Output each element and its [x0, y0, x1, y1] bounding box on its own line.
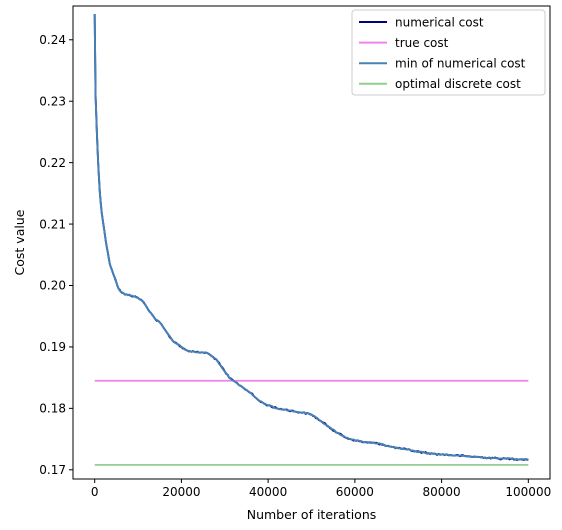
y-tick-label: 0.17	[39, 463, 66, 477]
x-tick-label: 80000	[422, 485, 460, 499]
legend: numerical cost true cost min of numerical …	[351, 9, 546, 96]
x-tick-label: 20000	[162, 485, 200, 499]
axes-layer: 0 20000 40000 60000 80000 100000 0.17 0.18 0.19 0…	[39, 5, 551, 499]
y-axis-label: Cost value	[12, 209, 27, 275]
y-tick-label: 0.22	[39, 156, 66, 170]
y-tick-label: 0.20	[39, 279, 66, 293]
y-tick-label: 0.21	[39, 217, 66, 231]
x-tick-label: 60000	[336, 485, 374, 499]
x-tick-label: 100000	[505, 485, 551, 499]
y-tick-label: 0.18	[39, 402, 66, 416]
legend-label: true cost	[395, 36, 449, 50]
x-tick-label: 0	[91, 485, 99, 499]
series-layer	[93, 13, 529, 466]
axes-frame	[72, 5, 551, 480]
legend-label: numerical cost	[395, 15, 484, 29]
y-tick-label: 0.24	[39, 33, 66, 47]
legend-label: optimal discrete cost	[395, 77, 521, 91]
x-tick-label: 40000	[249, 485, 287, 499]
x-axis-label: Number of iterations	[247, 507, 377, 522]
legend-box	[351, 9, 546, 96]
y-tick-label: 0.19	[39, 340, 66, 354]
y-tick-label: 0.23	[39, 94, 66, 108]
legend-label: min of numerical cost	[395, 57, 526, 71]
series-line-min-of-numerical-cost	[93, 13, 529, 461]
